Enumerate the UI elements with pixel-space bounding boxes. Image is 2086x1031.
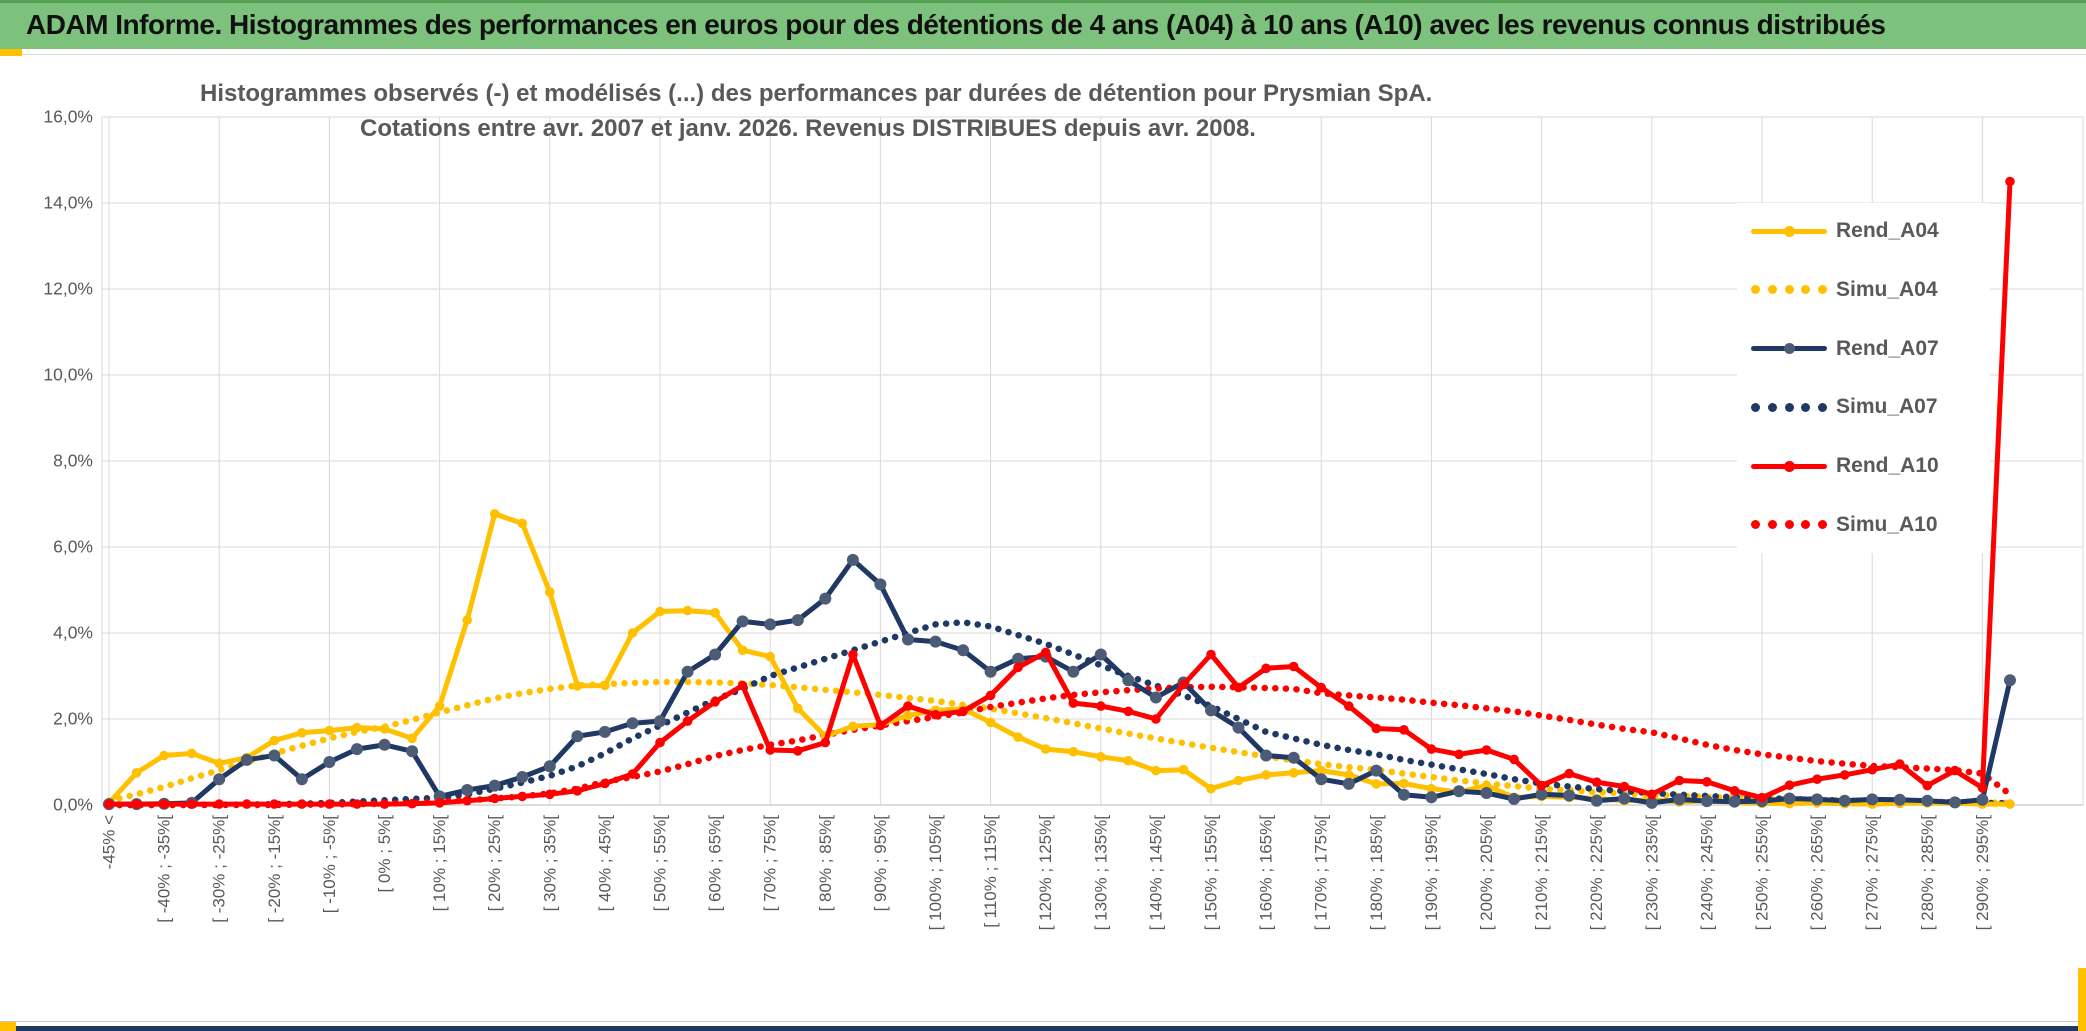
chart-title-line1: Histogrammes observés (-) et modélisés (… — [200, 80, 1433, 107]
dotted-gold-line-icon — [1751, 285, 1827, 295]
x-axis-tick: [ 240% ; 245%[ — [1697, 815, 1716, 931]
legend-item-simu-a04[interactable]: Simu_A04 — [1737, 268, 1990, 312]
y-axis-tick: 10,0% — [43, 365, 93, 385]
yellow-corner-accent-top-left — [0, 49, 22, 56]
x-axis-tick: [ 250% ; 255%[ — [1753, 815, 1772, 931]
series-rend_a07 — [106, 557, 2013, 807]
x-axis-tick: [ 80% ; 85%[ — [816, 815, 835, 912]
x-axis-tick: [ -30% ; -25%[ — [210, 815, 229, 923]
legend-item-rend-a10[interactable]: Rend_A10 — [1737, 444, 1990, 488]
x-axis-tick: [ 180% ; 185%[ — [1367, 815, 1386, 931]
solid-red-line-icon — [1751, 460, 1827, 472]
x-axis-tick: [ 260% ; 265%[ — [1808, 815, 1827, 931]
bottom-divider — [0, 1021, 2086, 1022]
x-axis-tick: [ 210% ; 215%[ — [1532, 815, 1551, 931]
y-axis-tick: 16,0% — [43, 107, 93, 127]
yellow-corner-accent-bottom-left — [0, 1022, 16, 1031]
x-axis-tick: [ -20% ; -15%[ — [265, 815, 284, 923]
legend-item-simu-a10[interactable]: Simu_A10 — [1737, 503, 1990, 547]
x-axis-tick: [ 150% ; 155%[ — [1202, 815, 1221, 931]
x-axis-tick: [ 10% ; 15%[ — [430, 815, 449, 912]
legend-label: Simu_A04 — [1836, 277, 1938, 301]
x-axis-tick: [ 20% ; 25%[ — [485, 815, 504, 912]
x-axis-tick: [ 140% ; 145%[ — [1146, 815, 1165, 931]
series-rend_a10 — [106, 179, 2013, 807]
x-axis-tick: [ 270% ; 275%[ — [1863, 815, 1882, 931]
x-axis-tick: [ 200% ; 205%[ — [1477, 815, 1496, 931]
x-axis-tick: [ 170% ; 175%[ — [1312, 815, 1331, 931]
y-axis-tick: 8,0% — [53, 451, 93, 471]
x-axis-tick: [ 30% ; 35%[ — [540, 815, 559, 912]
title-bar: ADAM Informe. Histogrammes des performan… — [0, 0, 2086, 49]
series-rend_a04 — [106, 511, 2013, 807]
x-axis-tick: [ 120% ; 125%[ — [1036, 815, 1055, 931]
series-simu_a07 — [105, 619, 2014, 809]
y-axis-tick: 4,0% — [53, 623, 93, 643]
x-axis-tick: [ 40% ; 45%[ — [595, 815, 614, 912]
dotted-red-line-icon — [1751, 520, 1827, 530]
legend-label: Rend_A10 — [1836, 454, 1939, 478]
legend-item-simu-a07[interactable]: Simu_A07 — [1737, 385, 1990, 429]
dotted-navy-line-icon — [1751, 402, 1827, 412]
chart-legend[interactable]: Rend_A04 Simu_A04 Rend_A07 Simu_A07 Rend… — [1737, 203, 1990, 553]
x-axis-tick: [ 280% ; 285%[ — [1918, 815, 1937, 931]
legend-label: Simu_A07 — [1836, 395, 1938, 419]
x-axis-tick: [ 70% ; 75%[ — [761, 815, 780, 912]
yellow-accent-right-edge — [2078, 968, 2086, 1031]
chart-title-line2: Cotations entre avr. 2007 et janv. 2026.… — [360, 115, 1256, 142]
y-axis-tick: 6,0% — [53, 537, 93, 557]
solid-gold-line-icon — [1751, 225, 1827, 237]
x-axis-tick: [ -10% ; -5%[ — [320, 815, 339, 914]
solid-navy-line-icon — [1751, 343, 1827, 355]
x-axis-tick: [ 190% ; 195%[ — [1422, 815, 1441, 931]
x-axis-tick: [ 0% ; 5%[ — [375, 815, 394, 893]
legend-label: Rend_A04 — [1836, 219, 1939, 242]
series-simu_a04 — [105, 678, 2014, 807]
x-axis-tick: [ 90% ; 95%[ — [871, 815, 890, 912]
header-divider — [0, 54, 2086, 55]
page-title: ADAM Informe. Histogrammes des performan… — [26, 9, 1886, 40]
y-axis-tick: 0,0% — [53, 795, 93, 815]
x-axis-tick: [ 230% ; 235%[ — [1642, 815, 1661, 931]
x-axis-tick: -45% < — [100, 815, 119, 869]
y-axis-tick: 14,0% — [43, 193, 93, 213]
x-axis-tick: [ 160% ; 165%[ — [1257, 815, 1276, 931]
x-axis-tick: [ 290% ; 295%[ — [1973, 815, 1992, 931]
x-axis-tick: [ 60% ; 65%[ — [706, 815, 725, 912]
legend-label: Simu_A10 — [1836, 512, 1938, 536]
y-axis-tick: 12,0% — [43, 279, 93, 299]
bottom-navy-bar — [0, 1026, 2086, 1031]
x-axis-tick: [ 50% ; 55%[ — [651, 815, 670, 912]
x-axis-tick: [ 130% ; 135%[ — [1091, 815, 1110, 931]
x-axis-tick: [ 100% ; 105%[ — [926, 815, 945, 931]
y-axis-tick: 2,0% — [53, 709, 93, 729]
legend-item-rend-a07[interactable]: Rend_A07 — [1737, 327, 1990, 371]
x-axis-tick: [ 110% ; 115%[ — [981, 815, 1000, 928]
x-axis-tick: [ 220% ; 225%[ — [1587, 815, 1606, 931]
legend-item-rend-a04[interactable]: Rend_A04 — [1737, 209, 1990, 253]
x-axis-tick: [ -40% ; -35%[ — [155, 815, 174, 923]
legend-label: Rend_A07 — [1836, 336, 1939, 360]
